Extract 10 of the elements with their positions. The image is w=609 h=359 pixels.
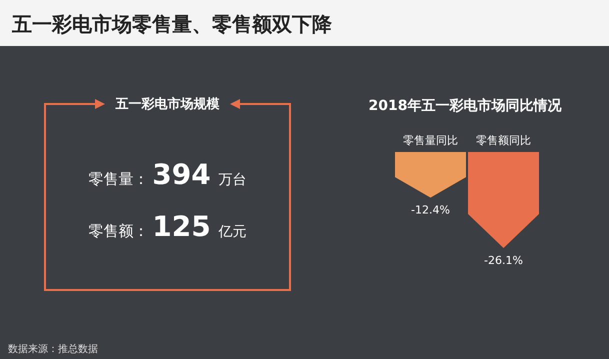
chart-title: 2018年五一彩电市场同比情况 bbox=[368, 97, 562, 114]
x-tick-label: 零售额同比 bbox=[476, 134, 531, 147]
text: 零售额：125 亿元 bbox=[88, 210, 247, 243]
text: 五一彩电市场规模 bbox=[114, 96, 220, 112]
data-label: -26.1% bbox=[484, 254, 523, 267]
x-tick-label: 零售量同比 bbox=[403, 134, 458, 147]
source-note: 数据来源：推总数据 bbox=[8, 343, 98, 355]
text: 零售量：394 万台 bbox=[88, 158, 247, 191]
text: 五一彩电市场零售量、零售额双下降 bbox=[11, 12, 333, 36]
data-label: -12.4% bbox=[411, 204, 450, 217]
